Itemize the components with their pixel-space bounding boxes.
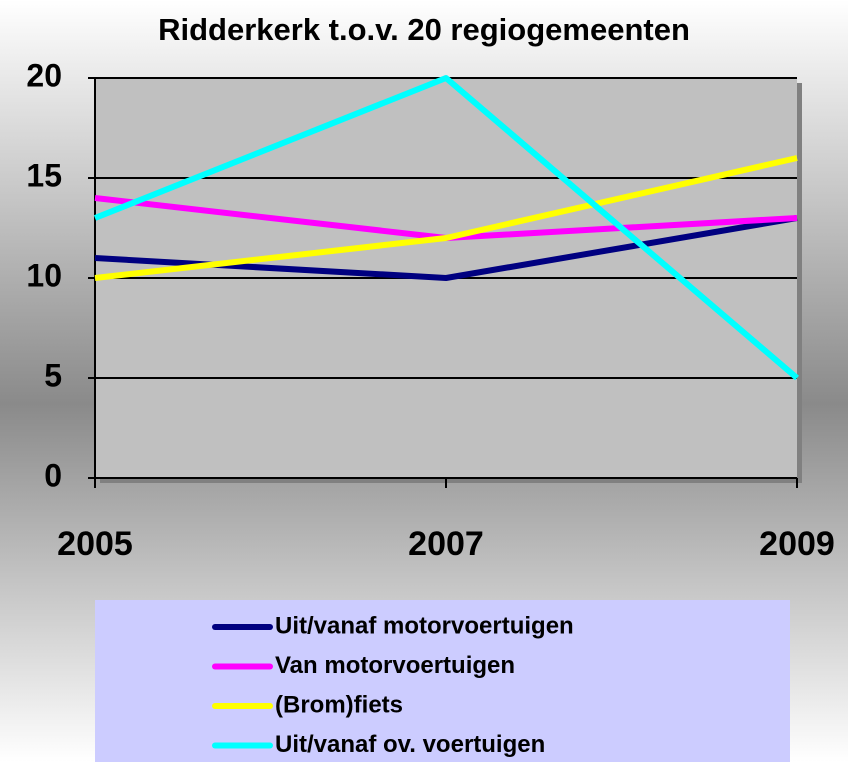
chart-title: Ridderkerk t.o.v. 20 regiogemeenten xyxy=(158,12,690,47)
series-line xyxy=(94,155,798,281)
legend xyxy=(95,600,790,762)
x-tick-label: 2005 xyxy=(57,525,133,563)
y-tick-label: 0 xyxy=(44,457,62,493)
legend-label: Uit/vanaf ov. voertuigen xyxy=(275,731,545,758)
y-tick-label: 5 xyxy=(44,357,62,393)
legend-label: (Brom)fiets xyxy=(275,691,403,718)
series-line xyxy=(93,75,799,381)
legend-label: Uit/vanaf motorvoertuigen xyxy=(275,612,574,639)
x-tick-label: 2009 xyxy=(759,525,835,563)
legend-label: Van motorvoertuigen xyxy=(275,652,515,679)
y-tick-label: 20 xyxy=(26,57,62,93)
y-tick-label: 15 xyxy=(26,157,62,193)
x-tick-label: 2007 xyxy=(408,525,484,563)
y-tick-label: 10 xyxy=(26,257,62,293)
